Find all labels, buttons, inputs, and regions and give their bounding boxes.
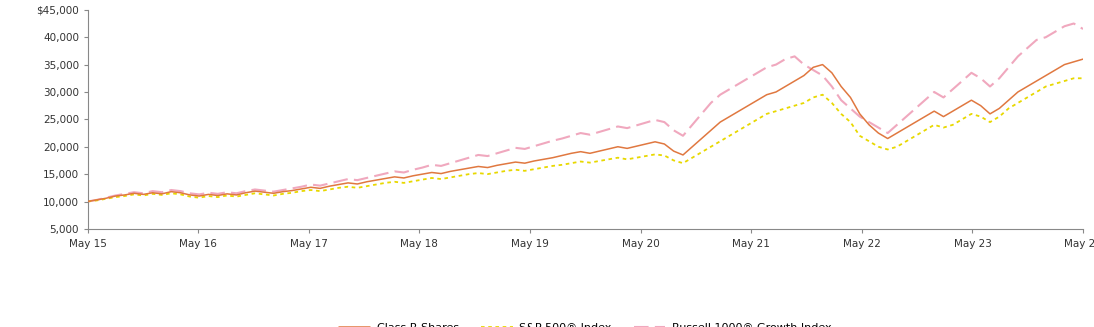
Russell 1000® Growth Index xyxy=(184,191,197,195)
Class R Shares xyxy=(1058,62,1071,66)
S&P 500® Index xyxy=(546,164,559,168)
S&P 500® Index xyxy=(184,195,197,198)
Legend: Class R Shares, S&P 500® Index, Russell 1000® Growth Index: Class R Shares, S&P 500® Index, Russell … xyxy=(335,318,836,327)
Class R Shares xyxy=(81,199,94,203)
S&P 500® Index xyxy=(1076,76,1090,80)
Russell 1000® Growth Index xyxy=(872,126,885,129)
Russell 1000® Growth Index xyxy=(1058,24,1071,28)
Russell 1000® Growth Index xyxy=(1076,27,1090,31)
S&P 500® Index xyxy=(240,193,253,197)
Line: S&P 500® Index: S&P 500® Index xyxy=(88,78,1083,201)
Class R Shares xyxy=(184,193,197,197)
Russell 1000® Growth Index xyxy=(546,139,559,143)
S&P 500® Index xyxy=(1058,79,1071,83)
S&P 500® Index xyxy=(1067,76,1080,80)
Russell 1000® Growth Index xyxy=(240,189,253,193)
S&P 500® Index xyxy=(936,126,950,129)
Line: Class R Shares: Class R Shares xyxy=(88,59,1083,201)
Line: Russell 1000® Growth Index: Russell 1000® Growth Index xyxy=(88,24,1083,201)
Class R Shares xyxy=(240,191,253,195)
S&P 500® Index xyxy=(872,145,885,149)
Russell 1000® Growth Index xyxy=(81,199,94,203)
S&P 500® Index xyxy=(81,199,94,203)
Russell 1000® Growth Index xyxy=(936,95,950,99)
Class R Shares xyxy=(872,131,885,135)
Russell 1000® Growth Index xyxy=(1067,22,1080,26)
Class R Shares xyxy=(1076,57,1090,61)
Class R Shares xyxy=(936,115,950,119)
Class R Shares xyxy=(546,156,559,160)
